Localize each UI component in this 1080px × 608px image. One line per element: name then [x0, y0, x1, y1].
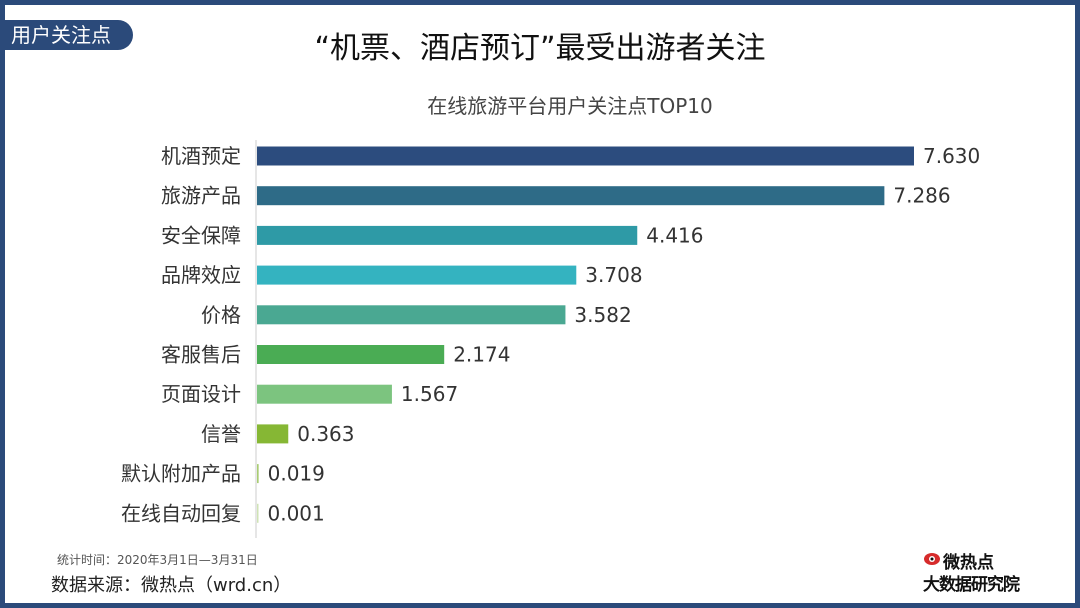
value-label: 3.708 [585, 263, 642, 287]
logo-text-bottom: 大数据研究院 [923, 575, 1020, 595]
bar [257, 345, 445, 364]
bar [257, 225, 638, 245]
logo: 微热点 大数据研究院 [923, 548, 1043, 595]
value-label: 0.363 [297, 422, 354, 446]
chart-title: 在线旅游平台用户关注点TOP10 [427, 94, 713, 118]
category-label: 信誉 [201, 422, 241, 446]
headline: “机票、酒店预订”最受出游者关注 [314, 31, 766, 66]
value-label: 4.416 [646, 223, 703, 247]
value-label: 0.019 [268, 462, 325, 486]
bar [257, 265, 577, 285]
value-label: 7.630 [923, 144, 980, 168]
bar [257, 186, 885, 206]
category-label: 页面设计 [161, 382, 241, 406]
category-label: 在线自动回复 [121, 501, 241, 525]
category-label: 旅游产品 [161, 184, 241, 208]
bar [257, 464, 259, 484]
bar [257, 305, 566, 325]
category-label: 安全保障 [161, 223, 241, 247]
section-tag: 用户关注点 [5, 20, 133, 50]
logo-eye-icon [924, 553, 940, 565]
bar [257, 146, 914, 166]
category-label: 品牌效应 [161, 263, 241, 287]
category-label: 默认附加产品 [121, 462, 241, 486]
logo-text-top: 微热点 [943, 553, 994, 573]
value-label: 3.582 [574, 303, 631, 327]
value-label: 7.286 [893, 184, 950, 208]
value-label: 0.001 [268, 501, 325, 525]
category-label: 价格 [201, 303, 241, 327]
category-label: 机酒预定 [161, 144, 241, 168]
value-label: 1.567 [401, 382, 458, 406]
stat-time-note: 统计时间：2020年3月1日—3月31日 [57, 553, 258, 567]
category-label: 客服售后 [161, 343, 241, 367]
bar [257, 424, 289, 444]
chart-frame: 用户关注点 “机票、酒店预订”最受出游者关注 在线旅游平台用户关注点TOP10 … [5, 5, 1075, 603]
value-label: 2.174 [453, 343, 510, 367]
bar [257, 503, 259, 523]
data-source-note: 数据来源：微热点（wrd.cn） [51, 575, 292, 596]
bar-chart: 机酒预定 7.630 旅游产品 7.286 安全保障 4.416 品牌效应 3.708 价格 3.… [121, 140, 980, 538]
bar [257, 384, 392, 404]
